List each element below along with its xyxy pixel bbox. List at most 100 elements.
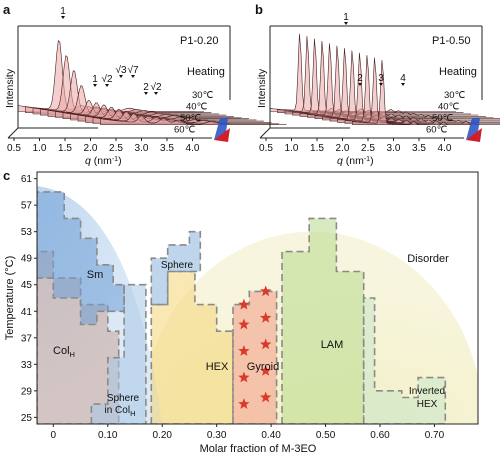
phase-label: in ColH — [105, 405, 136, 418]
x-tick-label: 0.5 — [7, 143, 21, 154]
saxs-curve — [307, 45, 494, 118]
y-tick-label: 49 — [21, 254, 33, 265]
panel-b-depth-left — [259, 127, 271, 139]
panel-b-curves — [269, 33, 500, 125]
saxs-curve — [352, 59, 500, 125]
temperature-label: 60℃ — [426, 125, 448, 136]
panel-b-temperature-labels: 30℃40℃50℃60℃ — [426, 90, 466, 136]
panel-a-tag: P1-0.20 — [180, 35, 219, 47]
x-tick-label: 0.40 — [261, 430, 281, 441]
saxs-curve — [100, 115, 287, 125]
x-tick-label: 3.0 — [135, 143, 149, 154]
y-ticks: 25 29 33 37 41 45 49 53 57 61 — [21, 174, 37, 424]
saxs-curve — [322, 50, 500, 121]
x-tick-label: 0.20 — [152, 430, 172, 441]
phase-label: Sphere — [161, 260, 194, 271]
x-axis-label: Molar fraction of M-3EO — [200, 443, 317, 455]
x-ticks: 0 0.10 0.20 0.30 0.40 0.50 0.60 0.70 — [51, 424, 445, 441]
phase-label: HEX — [417, 399, 438, 410]
y-tick-label: 45 — [21, 280, 33, 291]
panel-a-letter: a — [3, 2, 11, 17]
gyroid-star — [238, 318, 250, 330]
panel-b-xlabel: q (nm-1) — [337, 155, 374, 167]
x-tick-label: 4.0 — [186, 143, 200, 154]
gyroid-star — [260, 338, 272, 350]
gyroid-star — [238, 345, 250, 356]
x-tick-label: 3.5 — [412, 143, 426, 154]
peak-label: √2 — [150, 81, 161, 93]
peak-label: 3 — [378, 73, 384, 84]
peak-marker — [105, 84, 109, 87]
peak-label: √3 — [115, 64, 126, 76]
peak-marker — [119, 75, 123, 78]
x-tick-label: 0.50 — [316, 430, 336, 441]
gyroid-star — [260, 391, 272, 403]
phase-label: Disorder — [407, 253, 449, 265]
phase-label: Sm — [87, 269, 104, 281]
saxs-curve — [314, 48, 500, 119]
panel-a: a Intensity P1-0.20 Heating 30℃40℃50℃60℃… — [3, 2, 287, 167]
y-tick-label: 57 — [21, 201, 33, 212]
panel-a-ylabel: Intensity — [4, 68, 16, 108]
peak-marker — [131, 75, 135, 78]
peak-marker — [358, 83, 362, 86]
phase-label: Inverted — [409, 386, 445, 397]
panel-b-letter: b — [255, 2, 263, 17]
panel-a-heating-arrow — [214, 118, 230, 142]
saxs-curve — [344, 57, 500, 124]
phase-region-sm — [37, 191, 125, 326]
peak-label: 1 — [60, 6, 66, 17]
panel-a-heating: Heating — [187, 66, 225, 78]
gyroid-star — [238, 371, 250, 383]
phase-label: HEX — [206, 361, 229, 373]
x-tick-label: 0.70 — [425, 430, 445, 441]
peak-label: √7 — [127, 64, 138, 76]
x-tick-label: 1.0 — [33, 143, 47, 154]
peak-marker — [144, 92, 148, 95]
temperature-label: 30℃ — [444, 90, 466, 101]
gyroid-star — [260, 311, 272, 323]
panel-a-xlabel: q (nm-1) — [85, 155, 122, 167]
saxs-curve — [299, 43, 486, 117]
panel-a-temperature-labels: 30℃40℃50℃60℃ — [174, 90, 214, 136]
y-tick-label: 37 — [21, 333, 33, 344]
panel-b-heating: Heating — [439, 66, 477, 78]
temperature-label: 60℃ — [174, 125, 196, 136]
x-tick-label: 2.0 — [84, 143, 98, 154]
x-tick-label: 1.5 — [310, 143, 324, 154]
panel-c-letter: c — [3, 168, 10, 183]
peak-label: 2 — [357, 73, 363, 84]
x-tick-label: 4.0 — [438, 143, 452, 154]
peak-marker — [344, 22, 348, 25]
panel-a-depth-left — [7, 127, 19, 139]
saxs-curve — [277, 36, 464, 113]
x-tick-label: 2.5 — [361, 143, 375, 154]
peak-label: 1 — [343, 12, 349, 23]
x-tick-label: 1.0 — [285, 143, 299, 154]
temperature-label: 40℃ — [186, 102, 208, 113]
peak-marker — [93, 84, 97, 87]
temperature-label: 40℃ — [438, 102, 460, 113]
x-tick-label: 3.0 — [387, 143, 401, 154]
panel-b-heating-arrow — [466, 118, 482, 142]
panel-b-tag: P1-0.50 — [432, 35, 471, 47]
phase-region-gyroid — [232, 290, 278, 424]
peak-label: 1 — [92, 74, 98, 85]
x-tick-label: 3.5 — [160, 143, 174, 154]
peak-label: 4 — [400, 73, 406, 84]
saxs-curve — [269, 33, 456, 112]
y-tick-label: 25 — [21, 413, 33, 424]
peak-marker — [401, 83, 405, 86]
x-tick-label: 1.5 — [58, 143, 72, 154]
saxs-curve — [329, 52, 500, 122]
panel-a-curves — [17, 40, 287, 125]
phase-label: LAM — [321, 339, 344, 351]
temperature-label: 30℃ — [192, 90, 214, 101]
phase-label: ColH — [53, 345, 75, 359]
peak-marker — [61, 16, 65, 19]
panel-a-peak-labels: 11 √2√3 √72 √2 — [60, 6, 162, 95]
x-tick-label: 2.5 — [109, 143, 123, 154]
